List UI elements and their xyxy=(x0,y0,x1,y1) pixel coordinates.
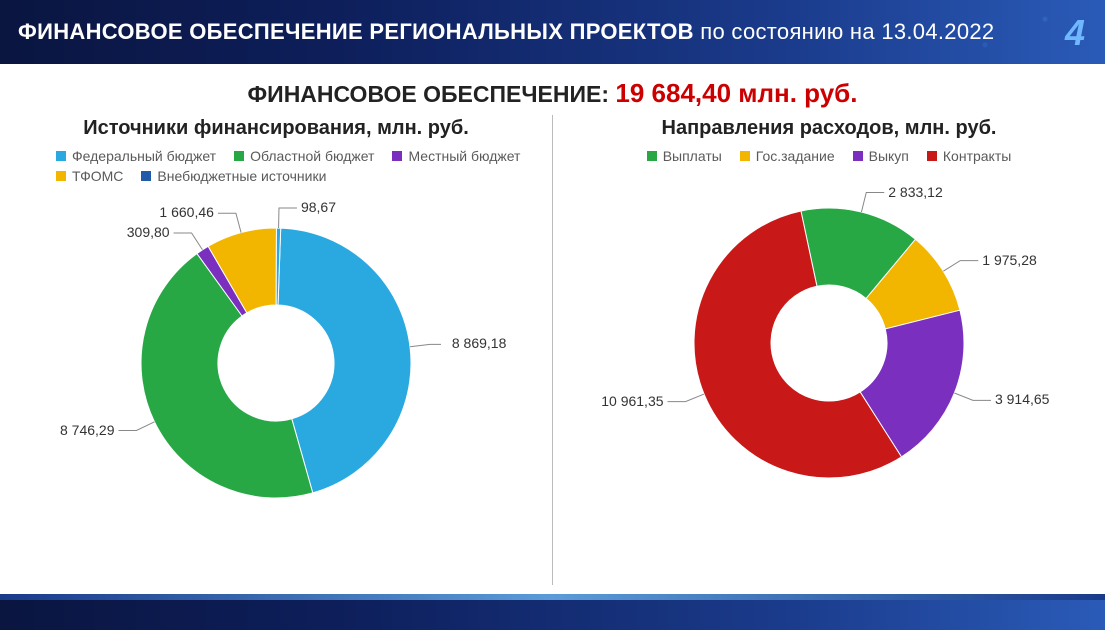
chart-sources-title: Источники финансирования, млн. руб. xyxy=(83,117,469,140)
total-label: ФИНАНСОВОЕ ОБЕСПЕЧЕНИЕ: xyxy=(248,81,609,107)
title-bold: ФИНАНСОВОЕ ОБЕСПЕЧЕНИЕ РЕГИОНАЛЬНЫХ ПРОЕ… xyxy=(18,19,694,44)
slice-label: 8 746,29 xyxy=(60,422,115,438)
footer-bar xyxy=(0,600,1105,630)
chart-expenses-title: Направления расходов, млн. руб. xyxy=(662,117,997,140)
legend-label: Федеральный бюджет xyxy=(72,148,216,164)
legend-item: Федеральный бюджет xyxy=(56,148,216,164)
chart-sources-legend: Федеральный бюджет Областной бюджет Местны… xyxy=(26,148,526,184)
legend-item: Выплаты xyxy=(647,148,722,164)
legend-label: ТФОМС xyxy=(72,168,123,184)
slice-label: 3 914,65 xyxy=(995,391,1050,407)
total-value: 19 684,40 млн. руб. xyxy=(615,78,857,108)
slice-label: 309,80 xyxy=(127,224,170,240)
legend-item: Гос.задание xyxy=(740,148,835,164)
page-number: 4 xyxy=(1065,12,1085,54)
legend-swatch xyxy=(740,151,750,161)
slice-label: 2 833,12 xyxy=(888,184,943,200)
legend-label: Областной бюджет xyxy=(250,148,374,164)
legend-item: Местный бюджет xyxy=(392,148,520,164)
legend-label: Гос.задание xyxy=(756,148,835,164)
title-light: по состоянию на 13.04.2022 xyxy=(694,19,995,44)
slice-label: 8 869,18 xyxy=(452,335,507,351)
slice-label: 1 975,28 xyxy=(982,252,1037,268)
legend-swatch xyxy=(647,151,657,161)
chart-expenses-donut: 2 833,121 975,283 914,6510 961,35 xyxy=(664,178,994,508)
legend-label: Выплаты xyxy=(663,148,722,164)
page-title: ФИНАНСОВОЕ ОБЕСПЕЧЕНИЕ РЕГИОНАЛЬНЫХ ПРОЕ… xyxy=(18,19,994,45)
legend-item: Выкуп xyxy=(853,148,909,164)
slice-label: 1 660,46 xyxy=(159,204,214,220)
legend-swatch xyxy=(234,151,244,161)
legend-swatch xyxy=(56,151,66,161)
legend-swatch xyxy=(392,151,402,161)
chart-expenses-legend: Выплаты Гос.задание Выкуп Контракты xyxy=(647,148,1012,164)
legend-swatch xyxy=(927,151,937,161)
legend-label: Выкуп xyxy=(869,148,909,164)
legend-swatch xyxy=(141,171,151,181)
legend-item: ТФОМС xyxy=(56,168,123,184)
legend-label: Местный бюджет xyxy=(408,148,520,164)
slice-label: 10 961,35 xyxy=(601,393,663,409)
chart-sources: Источники финансирования, млн. руб. Феде… xyxy=(0,115,552,585)
legend-item: Внебюджетные источники xyxy=(141,168,326,184)
chart-expenses: Направления расходов, млн. руб. Выплаты Г… xyxy=(552,115,1105,585)
legend-label: Внебюджетные источники xyxy=(157,168,326,184)
legend-swatch xyxy=(56,171,66,181)
legend-swatch xyxy=(853,151,863,161)
total-line: ФИНАНСОВОЕ ОБЕСПЕЧЕНИЕ: 19 684,40 млн. р… xyxy=(0,78,1105,109)
chart-sources-donut: 8 869,188 746,29309,801 660,4698,67 xyxy=(111,198,441,528)
legend-item: Контракты xyxy=(927,148,1011,164)
slice-label: 98,67 xyxy=(301,199,336,215)
legend-item: Областной бюджет xyxy=(234,148,374,164)
legend-label: Контракты xyxy=(943,148,1011,164)
charts-row: Источники финансирования, млн. руб. Феде… xyxy=(0,115,1105,585)
header-bar: ФИНАНСОВОЕ ОБЕСПЕЧЕНИЕ РЕГИОНАЛЬНЫХ ПРОЕ… xyxy=(0,0,1105,64)
